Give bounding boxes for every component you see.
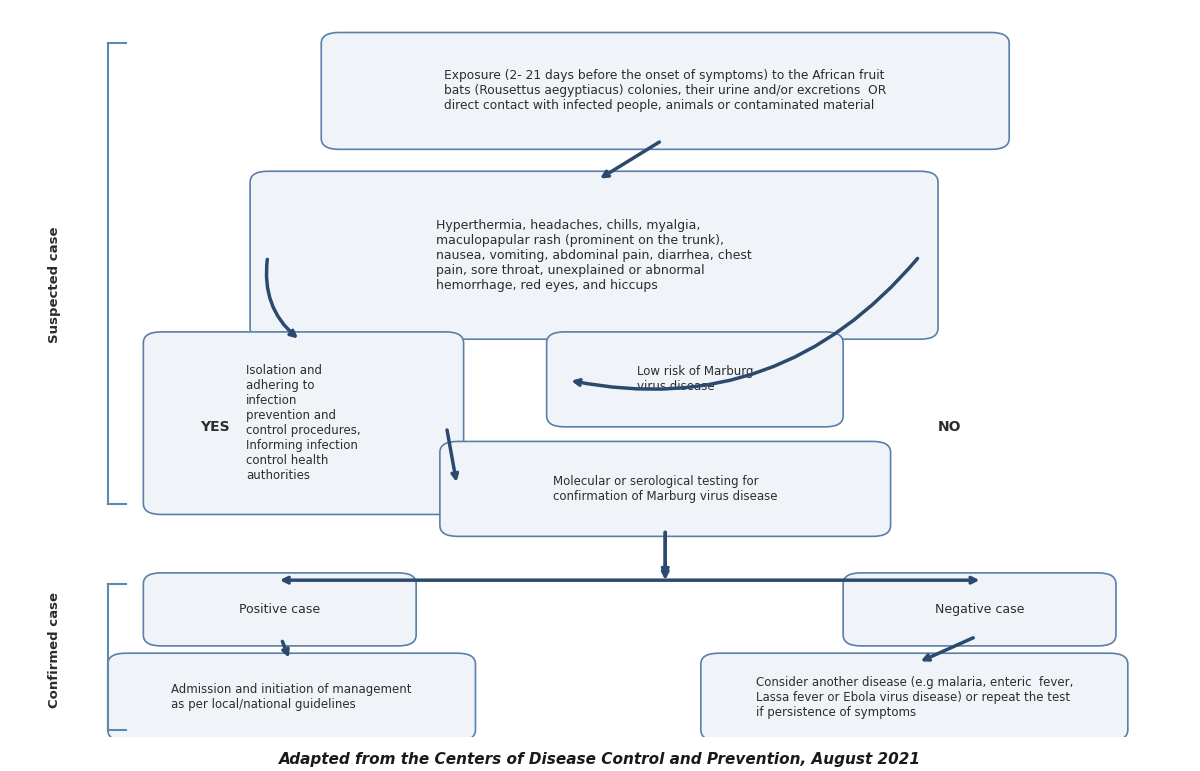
Text: YES: YES <box>199 420 229 434</box>
FancyBboxPatch shape <box>322 32 1009 150</box>
Text: Admission and initiation of management
as per local/national guidelines: Admission and initiation of management a… <box>172 683 412 711</box>
FancyBboxPatch shape <box>143 332 463 514</box>
Text: NO: NO <box>938 420 961 434</box>
Text: Negative case: Negative case <box>935 603 1025 616</box>
Text: Confirmed case: Confirmed case <box>48 591 61 708</box>
FancyBboxPatch shape <box>844 573 1116 646</box>
Text: Molecular or serological testing for
confirmation of Marburg virus disease: Molecular or serological testing for con… <box>553 475 778 503</box>
FancyBboxPatch shape <box>108 653 475 741</box>
Text: Suspected case: Suspected case <box>48 226 61 342</box>
Text: Adapted from the Centers of Disease Control and Prevention, August 2021: Adapted from the Centers of Disease Cont… <box>278 752 922 767</box>
Text: Isolation and
adhering to
infection
prevention and
control procedures,
Informing: Isolation and adhering to infection prev… <box>246 364 361 482</box>
Text: Positive case: Positive case <box>239 603 320 616</box>
FancyBboxPatch shape <box>701 653 1128 741</box>
Text: Consider another disease (e.g malaria, enteric  fever,
Lassa fever or Ebola viru: Consider another disease (e.g malaria, e… <box>756 675 1073 719</box>
FancyBboxPatch shape <box>440 442 890 537</box>
FancyBboxPatch shape <box>547 332 844 427</box>
Text: Low risk of Marburg
virus disease: Low risk of Marburg virus disease <box>637 365 754 393</box>
FancyBboxPatch shape <box>250 171 938 339</box>
Text: Hyperthermia, headaches, chills, myalgia,
maculopapular rash (prominent on the t: Hyperthermia, headaches, chills, myalgia… <box>436 219 752 291</box>
Text: Exposure (2- 21 days before the onset of symptoms) to the African fruit
bats (Ro: Exposure (2- 21 days before the onset of… <box>444 69 887 113</box>
FancyBboxPatch shape <box>143 573 416 646</box>
